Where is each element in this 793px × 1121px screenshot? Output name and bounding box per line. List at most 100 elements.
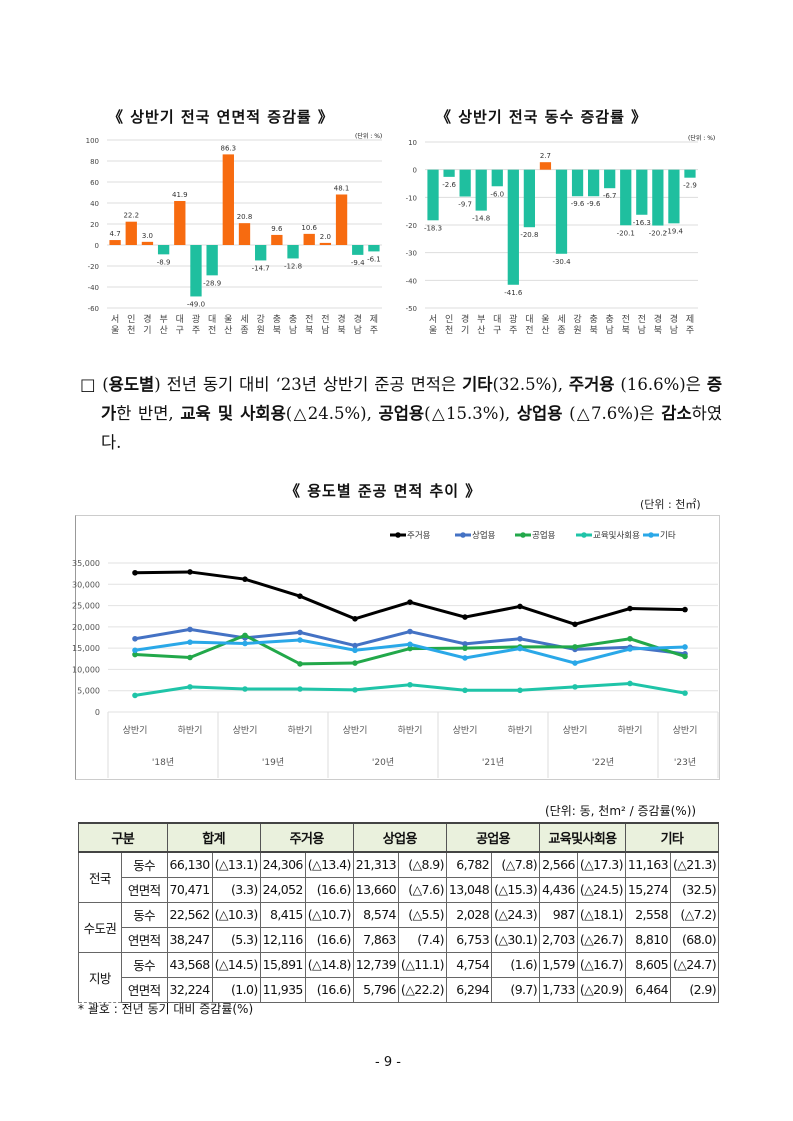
data-point [627, 680, 633, 687]
line-chart-title: 《 용도별 준공 면적 추이 》 [285, 482, 482, 500]
x-tick-label: 상반기 [673, 725, 698, 736]
x-tick-label: 하반기 [508, 725, 533, 736]
x-tick-label-bottom: 구 [176, 325, 184, 336]
x-tick-label-bottom: 남 [606, 325, 614, 336]
change-rate-cell: (△10.7) [304, 901, 354, 928]
data-label: -9.7 [458, 201, 472, 209]
bold-text: 상업용 [516, 404, 563, 423]
change-rate-cell: (△7.2) [670, 901, 719, 928]
column-header: 상업용 [352, 822, 447, 853]
data-point [132, 569, 138, 576]
x-tick-label-bottom: 울 [111, 325, 119, 336]
legend-label: 기타 [660, 531, 676, 541]
data-label: -49.0 [187, 300, 205, 308]
value-cell: 6,294 [445, 976, 493, 1003]
data-point [132, 651, 138, 658]
value-cell: 1,733 [539, 976, 578, 1003]
bar [571, 169, 584, 197]
value-cell: 32,224 [166, 976, 213, 1003]
data-point [352, 642, 358, 649]
data-point [462, 687, 468, 694]
change-rate-cell: (△13.4) [304, 851, 354, 878]
bar [141, 241, 154, 245]
x-tick-label-bottom: 전 [208, 325, 216, 336]
x-tick-label-top: 경 [354, 313, 362, 325]
data-label: -20.1 [617, 229, 635, 237]
change-rate-cell: (△24.7) [670, 951, 719, 978]
bold-text: 용도별 [108, 375, 155, 394]
x-tick-label: 하반기 [618, 725, 643, 736]
count-chart-title: 《 상반기 전국 동수 증감률 》 [436, 108, 648, 126]
data-point [132, 647, 138, 654]
data-label: -16.3 [633, 219, 651, 227]
y-tick-label: 20,000 [72, 623, 100, 632]
data-point [187, 626, 193, 633]
value-cell: 2,028 [445, 901, 493, 928]
data-label: -9.6 [571, 200, 585, 208]
change-rate-cell: (△22.2) [397, 976, 447, 1003]
data-point [187, 654, 193, 661]
data-point [627, 635, 633, 642]
bar [652, 169, 664, 226]
y-tick-label: 35,000 [72, 559, 100, 568]
x-tick-label: 상반기 [233, 725, 258, 736]
value-cell: 22,562 [166, 901, 213, 928]
bar [427, 169, 439, 221]
data-label: -9.6 [587, 200, 601, 208]
value-cell: 11,935 [259, 976, 306, 1003]
y-tick-label: 10,000 [72, 665, 100, 674]
x-tick-label-bottom: 천 [445, 325, 453, 336]
x-tick-label: 하반기 [398, 725, 423, 736]
x-tick-label-bottom: 천 [127, 325, 135, 336]
text-segment: (△24.5%), [285, 404, 379, 423]
row-label: 동수 [120, 951, 168, 978]
text-segment: (△15.3%), [424, 404, 517, 423]
data-point [517, 603, 523, 610]
y-tick-label: -60 [88, 305, 99, 313]
value-cell: 8,605 [624, 951, 672, 978]
table-row: 연면적 70,471 (3.3) 24,052 (16.6) 13,660 (△7.6) 13… [79, 876, 719, 903]
data-point [572, 644, 578, 650]
y-tick-label: 60 [90, 179, 99, 187]
data-label: 86.3 [221, 144, 237, 152]
legend-label: 교육및사회용 [593, 530, 640, 541]
change-rate-cell: (3.3) [211, 876, 261, 903]
area-chart-unit: (단위 : %) [355, 133, 383, 140]
data-point [187, 569, 193, 575]
value-cell: 24,306 [259, 851, 306, 878]
x-tick-label-top: 부 [159, 314, 167, 325]
value-cell: 43,568 [166, 951, 213, 978]
column-header: 교육및사회용 [539, 822, 626, 853]
change-rate-cell: (△11.1) [397, 951, 447, 978]
value-cell: 4,436 [539, 876, 578, 903]
x-tick-label-bottom: 북 [654, 325, 662, 336]
data-point [462, 645, 468, 651]
data-point [242, 686, 248, 692]
bar [523, 169, 536, 228]
data-point [297, 637, 303, 643]
bold-text: 주거용 [568, 375, 615, 394]
value-cell: 21,313 [352, 851, 399, 878]
value-cell: 8,574 [352, 901, 399, 928]
data-point [352, 647, 358, 654]
x-tick-label-bottom: 산 [541, 325, 549, 336]
data-label: -9.4 [351, 259, 365, 267]
change-rate-cell: (△17.3) [576, 851, 626, 878]
change-rate-cell: (△10.3) [211, 901, 261, 928]
y-tick-label: 0 [95, 242, 99, 250]
bar [190, 245, 202, 297]
data-label: -30.4 [552, 258, 571, 266]
text-segment: 하였다. [101, 404, 723, 452]
value-cell: 2,703 [539, 926, 578, 953]
data-point [517, 687, 523, 694]
x-tick-label-top: 대 [525, 314, 533, 325]
x-tick-label-top: 서 [111, 314, 119, 325]
text-segment: (32.5%), [492, 375, 569, 394]
table-row: 지방 동수 43,568 (△14.5) 15,891 (△14.8) 12,739 (△11… [78, 951, 719, 1003]
y-tick-label: 0 [413, 167, 417, 175]
data-label: -20.2 [649, 230, 667, 238]
value-cell: 5,796 [352, 976, 399, 1003]
data-point [132, 635, 138, 642]
change-rate-cell: (△20.9) [576, 976, 626, 1003]
data-label: 3.0 [142, 232, 153, 240]
